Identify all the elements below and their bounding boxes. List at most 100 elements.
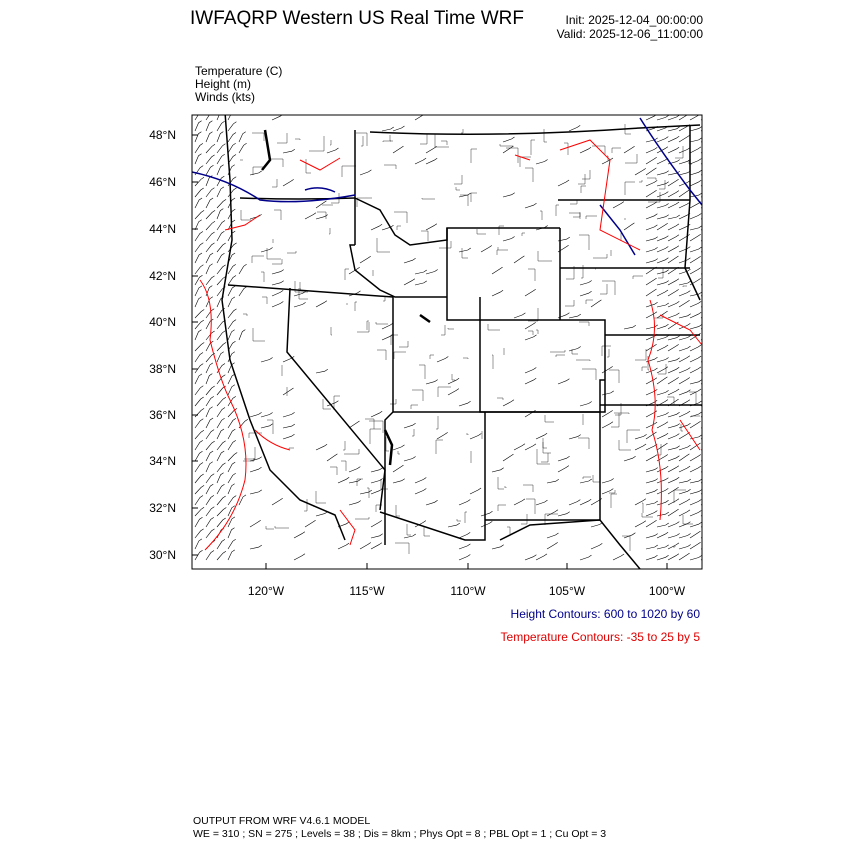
wind-barb bbox=[700, 130, 702, 132]
wind-barb bbox=[535, 432, 548, 440]
county-line bbox=[647, 177, 657, 180]
wind-barb bbox=[645, 301, 658, 308]
county-line bbox=[578, 174, 586, 185]
wind-barb bbox=[700, 526, 702, 528]
wind-barb bbox=[216, 342, 227, 352]
lakes-coast bbox=[261, 129, 431, 466]
county-line bbox=[573, 212, 581, 218]
wind-barb bbox=[194, 385, 204, 396]
wind-barb bbox=[249, 466, 262, 473]
lat-label: 34°N bbox=[149, 454, 176, 468]
wind-barb bbox=[667, 433, 680, 440]
wind-barb bbox=[700, 394, 702, 396]
wind-barb bbox=[403, 456, 416, 462]
wind-barb bbox=[447, 388, 460, 396]
county-line bbox=[582, 368, 597, 380]
wind-barb bbox=[689, 465, 702, 473]
wind-barb bbox=[689, 311, 702, 319]
county-line bbox=[571, 349, 578, 355]
wind-barb bbox=[524, 377, 537, 385]
wind-barb bbox=[667, 388, 680, 396]
county-line bbox=[333, 395, 340, 410]
wind-barb bbox=[667, 542, 680, 550]
wind-barb bbox=[689, 379, 702, 385]
wind-barb bbox=[216, 131, 224, 143]
wind-barb bbox=[227, 418, 237, 429]
county-line bbox=[304, 499, 308, 512]
wind-barb bbox=[337, 477, 350, 484]
county-line bbox=[602, 280, 616, 295]
wind-barb bbox=[656, 115, 669, 121]
county-line bbox=[667, 396, 675, 405]
wind-barb bbox=[205, 461, 213, 473]
county-line bbox=[305, 159, 311, 174]
county-line bbox=[272, 179, 278, 188]
wind-barb bbox=[645, 224, 658, 231]
wind-barb bbox=[194, 187, 204, 198]
county-line bbox=[439, 241, 452, 249]
wind-barb bbox=[667, 344, 679, 352]
wind-barb bbox=[216, 483, 225, 495]
wind-barb bbox=[194, 408, 205, 418]
wind-barb bbox=[282, 423, 295, 429]
county-line bbox=[265, 526, 274, 530]
wind-barb bbox=[370, 520, 382, 528]
wind-barb bbox=[227, 187, 237, 198]
wind-barb bbox=[700, 416, 702, 418]
wind-barb bbox=[700, 185, 702, 187]
wind-barb bbox=[205, 231, 215, 242]
wind-barb bbox=[678, 355, 691, 363]
county-line bbox=[382, 140, 393, 142]
wind-barb bbox=[568, 125, 581, 132]
wind-barb bbox=[568, 499, 581, 506]
wind-barb bbox=[414, 115, 424, 121]
wind-barb bbox=[656, 246, 669, 253]
wind-barb bbox=[502, 145, 514, 154]
wind-barb bbox=[194, 143, 204, 154]
wind-barb bbox=[216, 330, 226, 341]
wind-barb bbox=[645, 201, 658, 209]
wind-barb bbox=[480, 521, 493, 528]
county-line bbox=[541, 453, 549, 463]
wind-barb bbox=[645, 115, 657, 121]
county-line bbox=[601, 345, 611, 356]
county-line bbox=[639, 180, 643, 183]
wind-barb bbox=[194, 342, 205, 352]
wind-barb bbox=[469, 433, 482, 440]
wind-barb bbox=[227, 539, 236, 550]
wind-barb bbox=[557, 312, 570, 319]
wind-barb bbox=[656, 235, 669, 242]
county-line bbox=[593, 254, 608, 259]
county-line bbox=[543, 129, 547, 143]
wind-barb bbox=[205, 429, 215, 440]
wind-barb bbox=[216, 472, 224, 484]
wind-barb bbox=[678, 552, 690, 561]
wind-barb bbox=[689, 256, 701, 264]
wind-barb bbox=[667, 234, 680, 242]
wind-barb bbox=[194, 396, 204, 407]
wind-barb bbox=[700, 471, 702, 473]
county-line bbox=[375, 504, 382, 512]
county-line bbox=[272, 259, 283, 265]
wind-barb bbox=[194, 242, 204, 253]
wind-barb bbox=[227, 428, 236, 440]
wind-barb bbox=[337, 542, 350, 550]
county-line bbox=[626, 429, 640, 443]
county-line bbox=[395, 505, 400, 517]
wind-barb bbox=[216, 450, 225, 462]
wind-barb bbox=[359, 169, 372, 176]
wind-barb bbox=[216, 374, 226, 385]
wind-barb bbox=[678, 367, 691, 374]
wind-barb bbox=[667, 126, 680, 132]
wind-barb bbox=[216, 550, 227, 561]
wind-barb bbox=[414, 157, 427, 165]
county-line bbox=[464, 511, 467, 523]
county-line bbox=[419, 364, 426, 379]
wind-barb bbox=[678, 432, 690, 440]
county-line bbox=[607, 155, 609, 161]
wind-barb bbox=[194, 462, 204, 473]
wind-barb bbox=[656, 555, 669, 561]
wind-barb bbox=[282, 387, 294, 396]
wind-barb bbox=[425, 269, 438, 275]
county-line bbox=[252, 166, 264, 175]
